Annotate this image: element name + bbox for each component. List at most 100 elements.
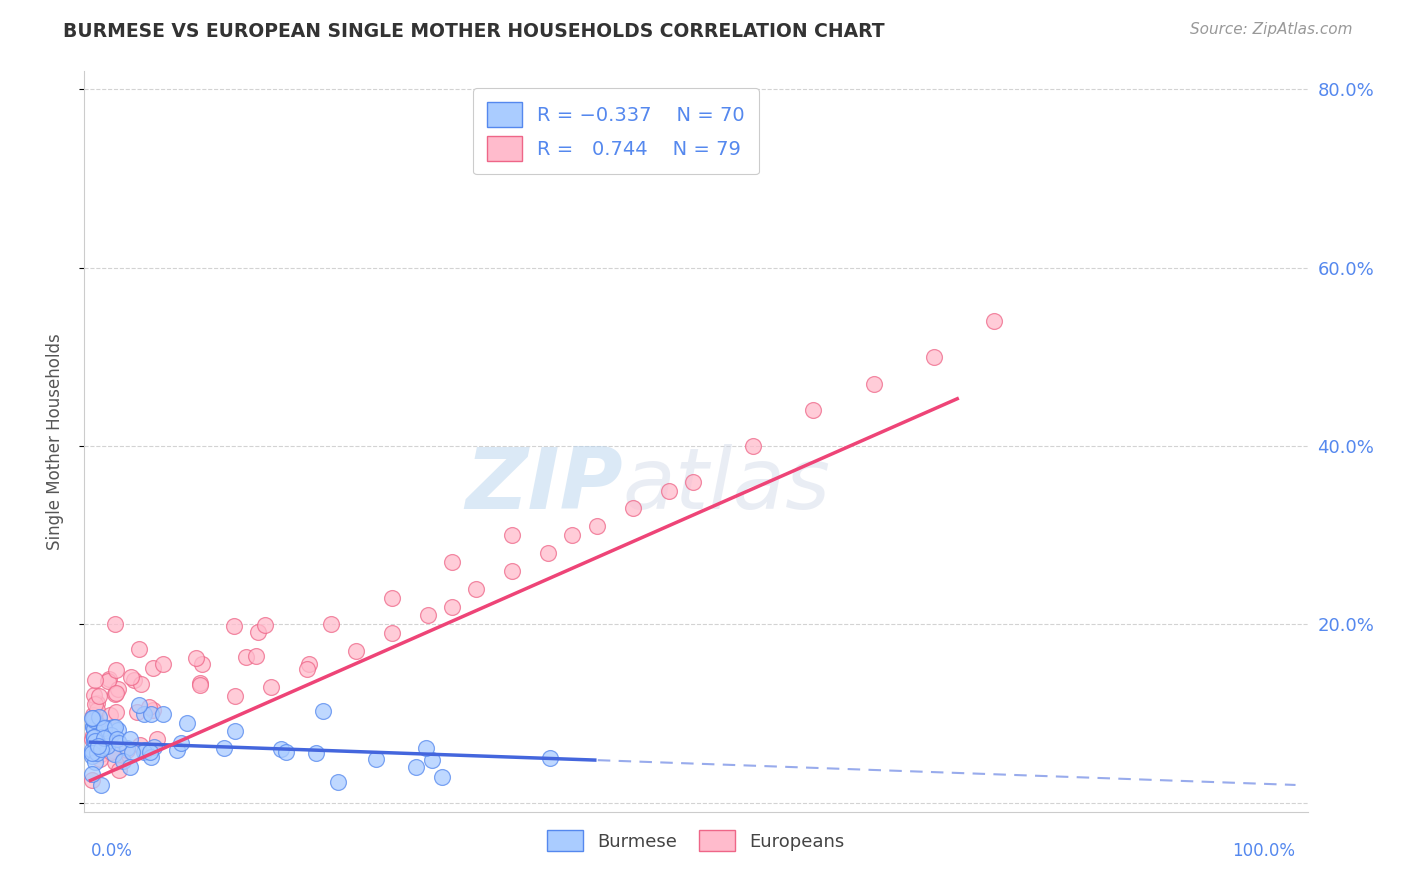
Point: [104, 616, 127, 631]
Point: [96, 726, 118, 740]
Point: [115, 741, 138, 756]
Point: [83, 730, 105, 744]
Text: BURMESE VS EUROPEAN SINGLE MOTHER HOUSEHOLDS CORRELATION CHART: BURMESE VS EUROPEAN SINGLE MOTHER HOUSEH…: [63, 22, 884, 41]
Point: [86, 746, 108, 760]
Point: [83, 688, 105, 702]
Point: [326, 774, 349, 789]
Point: [440, 555, 463, 569]
Point: [585, 519, 607, 533]
Point: [983, 314, 1005, 328]
Point: [465, 582, 488, 596]
Point: [152, 706, 174, 721]
Point: [297, 662, 319, 676]
Point: [84, 717, 107, 731]
Point: [107, 723, 129, 737]
Point: [84, 719, 107, 733]
Point: [115, 742, 138, 756]
Point: [224, 689, 246, 703]
Point: [142, 704, 165, 718]
Point: [108, 736, 131, 750]
Point: [311, 704, 333, 718]
Point: [214, 741, 236, 756]
Point: [501, 528, 523, 542]
Point: [86, 696, 108, 710]
Point: [188, 676, 211, 690]
Point: [152, 657, 174, 671]
Point: [96, 731, 118, 745]
Point: [169, 735, 191, 749]
Point: [97, 672, 120, 686]
Point: [141, 750, 163, 764]
Point: [93, 721, 115, 735]
Point: [538, 750, 561, 764]
Point: [561, 528, 583, 542]
Point: [105, 731, 128, 746]
Point: [87, 739, 110, 754]
Point: [87, 689, 110, 703]
Point: [83, 730, 105, 744]
Point: [139, 745, 162, 759]
Point: [142, 740, 165, 755]
Text: 0.0%: 0.0%: [90, 842, 132, 860]
Point: [120, 670, 142, 684]
Point: [440, 599, 463, 614]
Point: [80, 732, 103, 747]
Point: [146, 731, 169, 746]
Point: [430, 770, 453, 784]
Point: [103, 755, 125, 769]
Point: [128, 641, 150, 656]
Point: [274, 745, 297, 759]
Point: [90, 741, 112, 756]
Point: [86, 703, 108, 717]
Point: [142, 661, 165, 675]
Point: [658, 483, 681, 498]
Point: [93, 737, 115, 751]
Point: [321, 617, 343, 632]
Point: [405, 759, 427, 773]
Point: [83, 755, 105, 769]
Point: [253, 618, 276, 632]
Point: [803, 403, 825, 417]
Point: [128, 698, 150, 712]
Text: 100.0%: 100.0%: [1233, 842, 1295, 860]
Point: [537, 546, 560, 560]
Point: [742, 439, 765, 453]
Point: [416, 608, 439, 623]
Point: [245, 648, 267, 663]
Point: [104, 721, 127, 735]
Point: [98, 729, 121, 743]
Point: [80, 772, 103, 787]
Point: [84, 697, 107, 711]
Point: [97, 674, 120, 689]
Point: [107, 681, 129, 696]
Point: [83, 723, 105, 737]
Point: [82, 708, 104, 723]
Point: [111, 754, 134, 768]
Text: ZIP: ZIP: [465, 444, 623, 527]
Point: [96, 730, 118, 744]
Point: [91, 721, 114, 735]
Point: [86, 737, 108, 751]
Point: [90, 778, 112, 792]
Point: [415, 740, 437, 755]
Point: [134, 743, 156, 757]
Point: [80, 748, 103, 763]
Point: [420, 753, 443, 767]
Point: [100, 745, 122, 759]
Point: [129, 739, 152, 753]
Point: [121, 745, 143, 759]
Point: [80, 743, 103, 757]
Point: [90, 730, 112, 744]
Point: [82, 720, 104, 734]
Point: [87, 731, 110, 745]
Point: [101, 743, 124, 757]
Point: [107, 763, 129, 777]
Point: [80, 747, 103, 761]
Point: [80, 767, 103, 781]
Legend: Burmese, Europeans: Burmese, Europeans: [540, 823, 852, 858]
Point: [129, 677, 152, 691]
Point: [122, 673, 145, 688]
Point: [176, 715, 198, 730]
Point: [501, 564, 523, 578]
Point: [93, 731, 115, 745]
